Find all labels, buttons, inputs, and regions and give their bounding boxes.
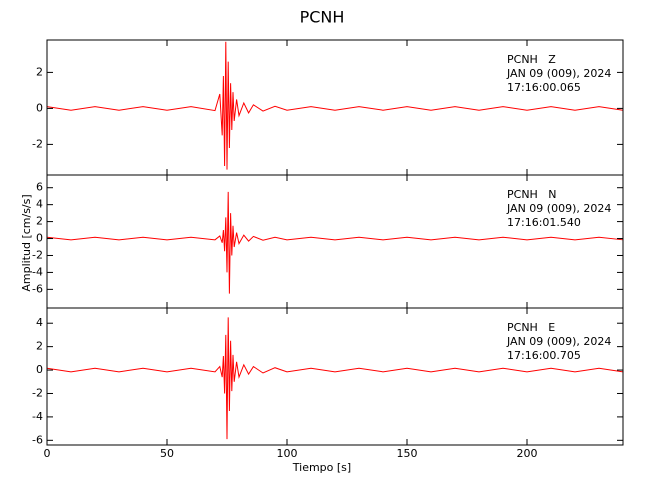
y-tick-label: -6 [32, 433, 43, 446]
annotation: JAN 09 (009), 2024 [506, 202, 611, 215]
y-tick-label: -4 [32, 410, 43, 423]
annotation: PCNH E [507, 321, 555, 334]
x-axis-label: Tiempo [s] [292, 461, 351, 474]
y-tick-label: 6 [36, 181, 43, 194]
x-tick-label: 150 [397, 447, 418, 460]
y-tick-label: 2 [36, 215, 43, 228]
panel-frame [46, 307, 624, 446]
annotation: 17:16:00.065 [507, 81, 581, 94]
y-tick-label: -4 [32, 265, 43, 278]
y-tick-label: 2 [36, 340, 43, 353]
annotation: PCNH N [507, 188, 557, 201]
waveform [46, 41, 624, 170]
y-tick-label: 2 [36, 65, 43, 78]
y-tick-label: -2 [32, 137, 43, 150]
x-tick-label: 50 [160, 447, 174, 460]
chart-title: PCNH [300, 8, 345, 27]
annotation: 17:16:01.540 [507, 216, 581, 229]
x-tick-label: 100 [277, 447, 298, 460]
annotation: JAN 09 (009), 2024 [506, 67, 611, 80]
y-tick-label: -2 [32, 386, 43, 399]
y-tick-label: 0 [36, 232, 43, 245]
x-tick-label: 200 [517, 447, 538, 460]
annotation: JAN 09 (009), 2024 [506, 335, 611, 348]
waveform [46, 191, 624, 294]
y-tick-label: -6 [32, 282, 43, 295]
y-tick-label: 4 [36, 316, 43, 329]
waveform [46, 317, 624, 440]
y-tick-label: 4 [36, 198, 43, 211]
annotation: 17:16:00.705 [507, 349, 581, 362]
annotation: PCNH Z [507, 53, 556, 66]
y-tick-label: -2 [32, 248, 43, 261]
y-tick-label: 0 [36, 101, 43, 114]
y-axis-label: Amplitud [cm/s/s] [20, 194, 33, 291]
y-tick-label: 0 [36, 363, 43, 376]
x-tick-label: 0 [44, 447, 51, 460]
